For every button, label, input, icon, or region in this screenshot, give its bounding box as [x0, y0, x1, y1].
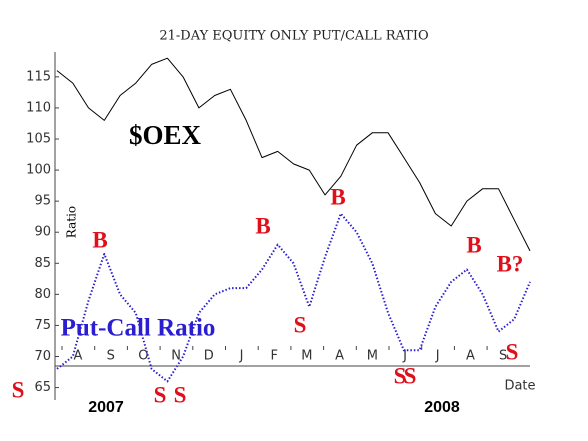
- y-tick-label: 90: [34, 225, 51, 240]
- annotation: B?: [497, 251, 524, 276]
- series-line: [56, 57, 531, 252]
- legend-label: $OEX: [129, 120, 202, 150]
- x-tick-label: A: [466, 349, 475, 364]
- series-line: [56, 212, 531, 383]
- chart-title: 21-DAY EQUITY ONLY PUT/CALL RATIO: [159, 29, 428, 44]
- y-tick-label: 85: [34, 256, 51, 271]
- x-tick-label: N: [171, 349, 181, 364]
- y-tick-label: 115: [26, 69, 51, 84]
- annotation: S: [154, 382, 167, 407]
- y-tick-label: 80: [34, 287, 51, 302]
- y-tick-label: 105: [26, 132, 51, 147]
- x-tick-label: J: [402, 349, 407, 364]
- y-axis-label: Ratio: [65, 206, 79, 238]
- x-tick-label: J: [239, 349, 244, 364]
- x-tick-label: F: [270, 349, 277, 364]
- y-tick-label: 65: [34, 380, 51, 395]
- x-tick-label: S: [499, 349, 507, 364]
- y-tick-label: 75: [34, 318, 51, 333]
- x-axis-label: Date: [504, 379, 535, 394]
- annotation: S: [506, 339, 519, 364]
- y-tick-label: 110: [26, 100, 51, 115]
- annotation: S: [174, 382, 187, 407]
- x-tick-label: D: [204, 349, 214, 364]
- y-tick-label: 70: [34, 349, 51, 364]
- annotation: B: [466, 232, 481, 257]
- y-tick-label: 95: [34, 194, 51, 209]
- x-tick-label: A: [335, 349, 344, 364]
- x-tick-label: A: [74, 349, 83, 364]
- annotation: S: [294, 312, 307, 337]
- annotation: B: [255, 213, 270, 238]
- annotation: S: [12, 377, 25, 402]
- annotation: B: [330, 184, 345, 209]
- year-label: 2008: [424, 399, 460, 416]
- x-tick-label: M: [367, 349, 378, 364]
- annotation: S: [404, 363, 417, 388]
- x-tick-label: S: [107, 349, 115, 364]
- annotation: S: [394, 363, 407, 388]
- year-label: 2007: [88, 399, 124, 416]
- legend-label: Put-Call Ratio: [61, 315, 216, 342]
- x-tick-label: M: [301, 349, 312, 364]
- x-tick-label: J: [435, 349, 440, 364]
- annotation: B: [92, 227, 107, 252]
- x-tick-label: O: [138, 349, 148, 364]
- y-tick-label: 100: [26, 163, 51, 178]
